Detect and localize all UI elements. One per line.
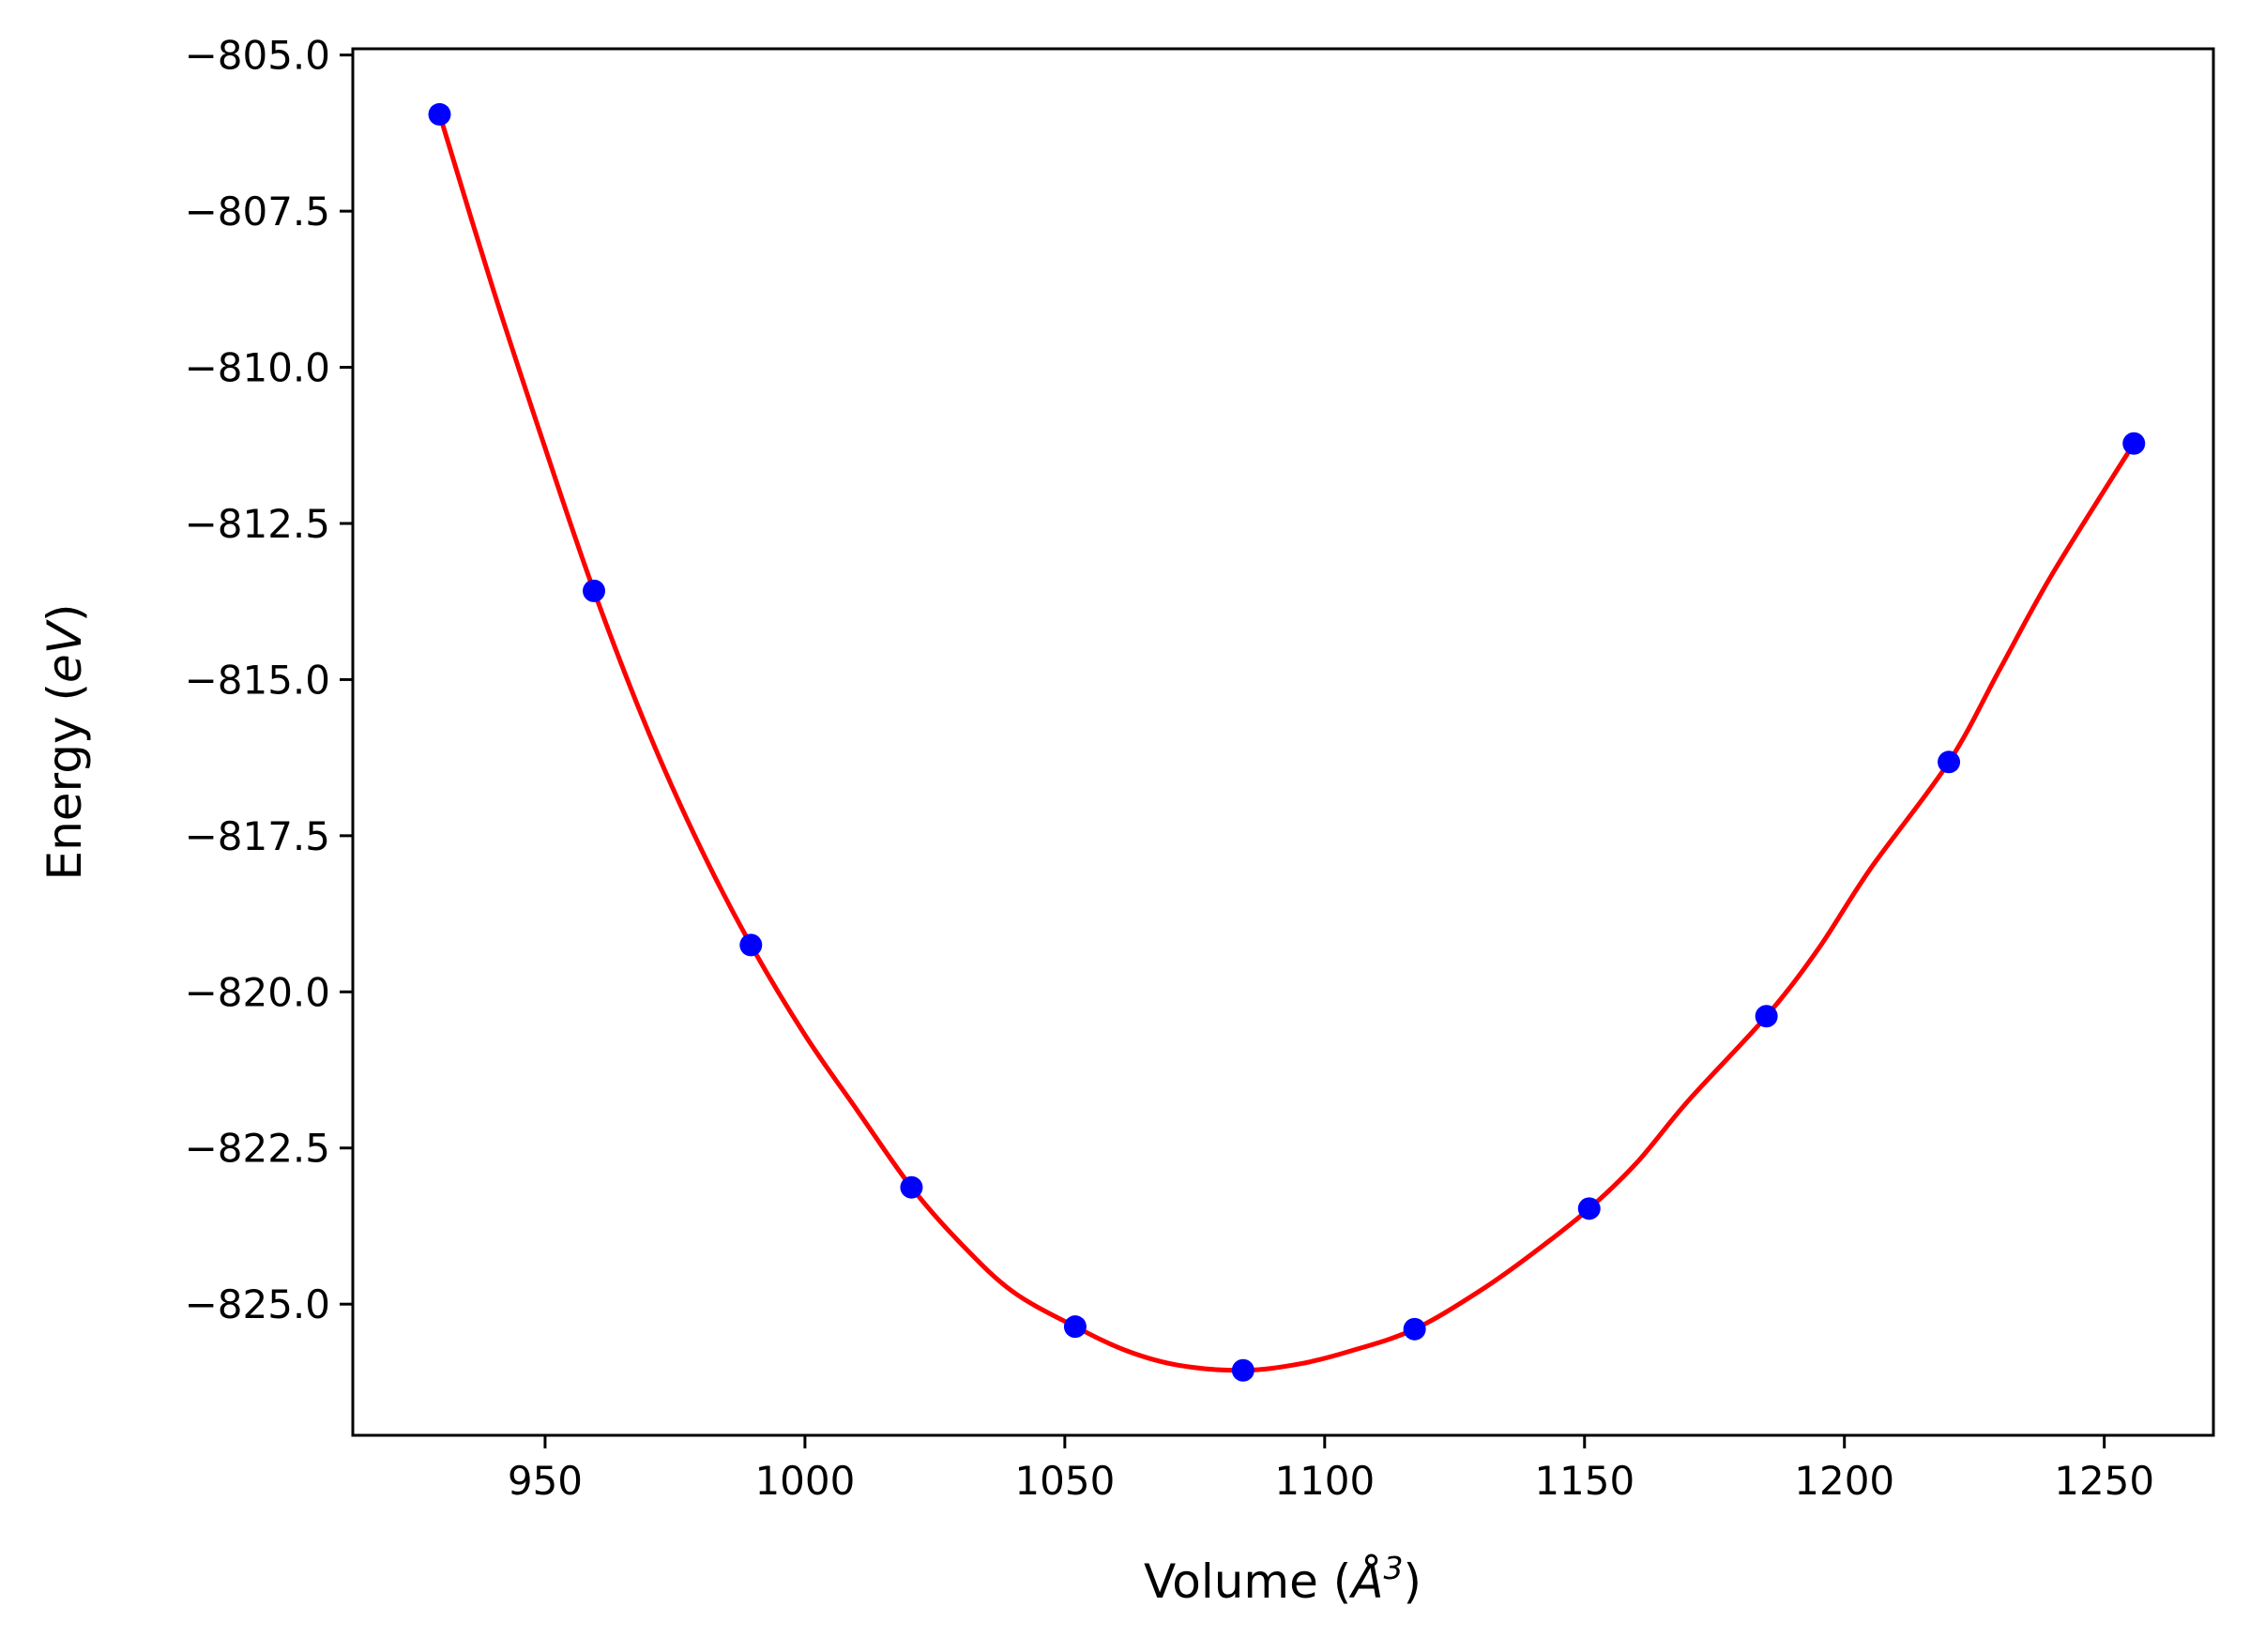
y-tick-label: −820.0 [185,969,330,1015]
axes-frame [351,47,2215,1437]
y-tick-label: −815.0 [185,657,330,703]
x-tick-label: 1000 [754,1458,855,1504]
data-point [1755,1005,1778,1028]
x-tick-label: 1150 [1534,1458,1634,1504]
data-point [1403,1317,1426,1341]
fit-curve [437,112,2136,1373]
data-point [1577,1197,1601,1220]
y-tick-label: −805.0 [185,33,330,79]
x-tick-label: 950 [508,1458,583,1504]
data-point [583,579,606,602]
y-tick-label: −807.5 [185,189,330,235]
plot-area [428,102,2146,1382]
y-tick-label: −812.5 [185,501,330,547]
data-point [900,1175,923,1199]
data-point [1063,1315,1087,1339]
x-axis: 950 1000 1050 1100 1150 1200 1250 [508,1435,2154,1504]
x-tick-label: 1200 [1794,1458,1894,1504]
data-point [739,933,763,957]
y-tick-label: −825.0 [185,1281,330,1327]
y-axis-label: Energy (eV) [38,604,92,881]
x-tick-label: 1100 [1274,1458,1375,1504]
x-axis-label: Volume (Å3) [1144,1550,1421,1609]
x-tick-label: 1250 [2054,1458,2154,1504]
data-point [1938,750,1961,774]
y-axis: −805.0 −807.5 −810.0 −812.5 −815.0 −817.5 −820… [185,33,353,1327]
data-point [2122,432,2146,455]
y-tick-label: −822.5 [185,1126,330,1172]
y-tick-label: −817.5 [185,813,330,859]
data-point [428,102,451,126]
y-tick-label: −810.0 [185,345,330,391]
data-point [1231,1358,1254,1382]
x-tick-label: 1050 [1014,1458,1115,1504]
